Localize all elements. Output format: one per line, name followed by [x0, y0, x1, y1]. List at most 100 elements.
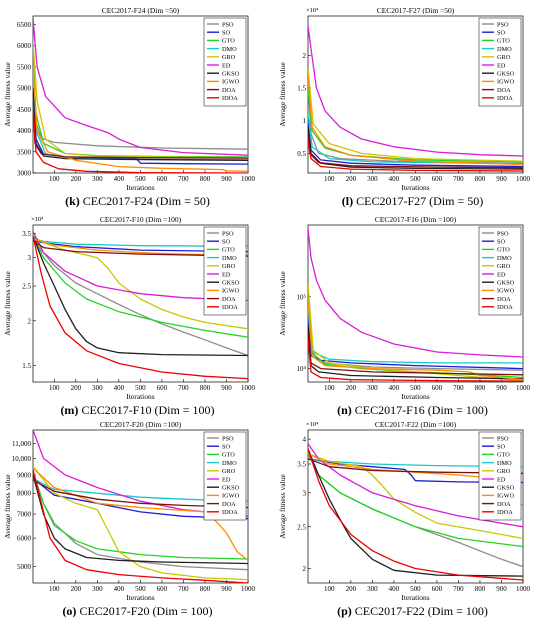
legend-label-pso: PSO: [497, 435, 509, 442]
x-tick-label: 500: [410, 175, 421, 183]
x-tick-label: 500: [135, 384, 146, 392]
y-tick-label: 8000: [17, 490, 32, 498]
y-tick-label: 4: [303, 436, 307, 444]
legend-label-gro: GRO: [222, 468, 236, 475]
y-tick-label: 2.5: [22, 283, 31, 291]
legend-label-idoa: IDOA: [222, 95, 238, 102]
y-tick-label: 5000: [17, 563, 32, 571]
legend-label-dmo: DMO: [497, 255, 512, 262]
y-tick-label: 4000: [17, 127, 32, 135]
caption-label: (o): [62, 604, 77, 618]
legend-label-gro: GRO: [497, 468, 511, 475]
chart-n: 100 200 300 400 500 600 700 800 900 1000 10⁴ 10⁵ CEC…: [278, 215, 531, 401]
legend-label-gro: GRO: [222, 54, 236, 61]
legend-label-igwo: IGWO: [222, 493, 240, 500]
series-line-gkso: [308, 127, 523, 170]
caption-k: (k) CEC2017-F24 (Dim = 50): [0, 194, 275, 209]
y-tick-label: 6500: [17, 21, 32, 29]
caption-text: CEC2017-F16 (Dim = 100): [351, 403, 488, 417]
chart-o: 100 200 300 400 500 600 700 800 900 1000 5000 6000 7…: [3, 420, 256, 602]
legend-label-gkso: GKSO: [222, 485, 240, 492]
legend-label-gkso: GKSO: [497, 485, 515, 492]
chart-title: CEC2017-F24 (Dim =50): [102, 6, 180, 15]
legend-label-gkso: GKSO: [497, 71, 515, 78]
y-axis-label: Average fitness value: [3, 62, 12, 127]
legend-label-idoa: IDOA: [222, 304, 238, 311]
legend-label-so: SO: [497, 30, 506, 37]
chart-l: 100 200 300 400 500 600 700 800 900 1000 0.5 1 1.5 2 C…: [278, 6, 531, 192]
y-tick-label: 1: [303, 117, 307, 125]
y-tick-label: 2: [28, 317, 32, 325]
legend-label-doa: DOA: [222, 296, 236, 303]
caption-text: CEC2017-F10 (Dim = 100): [78, 403, 215, 417]
legend-label-igwo: IGWO: [497, 493, 515, 500]
x-tick-label: 600: [432, 585, 443, 593]
series-line-idoa: [33, 469, 248, 583]
x-axis-label: Iterations: [401, 392, 429, 401]
legend-label-ed: ED: [222, 271, 231, 278]
caption-label: (n): [337, 403, 352, 417]
series-line-gkso: [33, 235, 248, 357]
y-tick-label: 10⁴: [297, 365, 307, 373]
x-tick-label: 200: [346, 175, 357, 183]
y-axis-label: Average fitness value: [3, 271, 12, 336]
y-tick-label: 2.5: [297, 523, 306, 531]
series-line-ed: [33, 231, 248, 302]
x-tick-label: 1000: [516, 175, 531, 183]
x-tick-label: 600: [432, 384, 443, 392]
y-tick-label: 10,000: [12, 455, 32, 463]
x-tick-label: 1000: [241, 384, 256, 392]
y-tick-label: 0.5: [297, 150, 306, 158]
x-tick-label: 800: [475, 384, 486, 392]
legend-label-dmo: DMO: [222, 460, 237, 467]
y-tick-label: 3000: [17, 170, 32, 178]
x-tick-label: 1000: [516, 384, 531, 392]
x-tick-label: 600: [432, 175, 443, 183]
y-tick-label: 3: [303, 489, 307, 497]
x-tick-label: 100: [324, 384, 335, 392]
legend-label-doa: DOA: [497, 501, 511, 508]
x-tick-label: 700: [453, 175, 464, 183]
legend-label-gto: GTO: [222, 247, 235, 254]
y-axis-multiplier: ×10⁴: [306, 7, 319, 14]
series-line-ed: [33, 430, 248, 517]
legend-label-igwo: IGWO: [497, 288, 515, 295]
legend-label-dmo: DMO: [497, 460, 512, 467]
legend-label-igwo: IGWO: [222, 288, 240, 295]
series-line-idoa: [308, 339, 523, 382]
x-tick-label: 100: [49, 585, 60, 593]
x-axis-label: Iterations: [401, 183, 429, 192]
x-axis-label: Iterations: [126, 183, 154, 192]
chart-title: CEC2017-F27 (Dim =50): [377, 6, 455, 15]
x-tick-label: 400: [389, 384, 400, 392]
legend-label-gro: GRO: [222, 263, 236, 270]
legend-label-doa: DOA: [222, 501, 236, 508]
y-tick-label: 4500: [17, 106, 32, 114]
series-line-pso: [33, 235, 248, 357]
series-line-idoa: [33, 235, 248, 380]
y-tick-label: 6000: [17, 535, 32, 543]
y-tick-label: 6000: [17, 42, 32, 50]
series-line-doa: [308, 334, 523, 376]
x-tick-label: 900: [496, 384, 507, 392]
series-line-gto: [33, 474, 248, 560]
legend-label-ed: ED: [222, 62, 231, 69]
y-tick-label: 2: [303, 52, 307, 60]
x-tick-label: 500: [410, 585, 421, 593]
x-tick-label: 400: [114, 384, 125, 392]
series-line-gkso: [308, 448, 523, 577]
y-axis-label: Average fitness value: [278, 62, 287, 127]
x-tick-label: 700: [453, 585, 464, 593]
y-axis-label: Average fitness value: [3, 474, 12, 539]
caption-text: CEC2017-F27 (Dim = 50): [353, 194, 484, 208]
y-axis-multiplier: ×10⁴: [31, 216, 44, 223]
y-tick-label: 9000: [17, 471, 32, 479]
y-tick-label: 2: [303, 565, 307, 573]
x-tick-label: 300: [367, 585, 378, 593]
x-tick-label: 800: [200, 585, 211, 593]
series-line-igwo: [33, 66, 248, 172]
